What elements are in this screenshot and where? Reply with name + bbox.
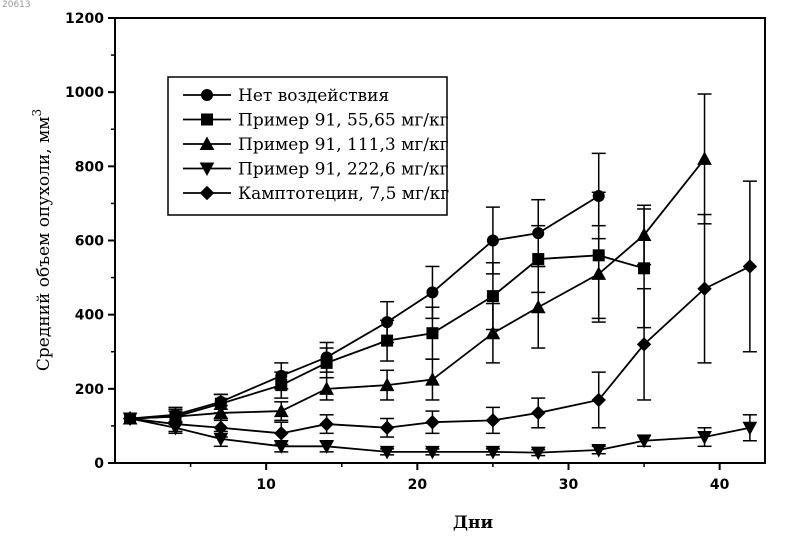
- data-point: [532, 301, 545, 313]
- legend-label: Пример 91, 222,6 мг/кг: [238, 160, 449, 180]
- data-point: [320, 418, 333, 431]
- x-tick-label: 20: [408, 477, 428, 493]
- data-point: [533, 254, 544, 265]
- data-point: [381, 421, 394, 434]
- legend-label: Пример 91, 55,65 мг/кг: [238, 111, 449, 131]
- y-tick-label: 600: [75, 234, 104, 250]
- y-axis-label: Средний объем опухоли, мм3: [30, 109, 54, 371]
- x-axis-label: Дни: [453, 513, 494, 533]
- data-point: [487, 235, 498, 246]
- data-point: [487, 291, 498, 302]
- y-tick-label: 800: [75, 159, 104, 175]
- x-tick-label: 10: [256, 477, 276, 493]
- data-point: [321, 357, 332, 368]
- data-point: [532, 406, 545, 419]
- legend-marker: [202, 114, 213, 125]
- data-point: [382, 335, 393, 346]
- y-tick-label: 0: [94, 456, 104, 472]
- x-tick-label: 30: [559, 477, 579, 493]
- data-point: [426, 416, 439, 429]
- data-point: [486, 414, 499, 427]
- legend-marker: [202, 90, 213, 101]
- data-point: [698, 152, 711, 164]
- x-tick-label: 40: [710, 477, 730, 493]
- data-point: [743, 260, 756, 273]
- legend-label: Камптотецин, 7,5 мг/кг: [238, 184, 449, 204]
- y-tick-label: 400: [75, 308, 104, 324]
- data-point: [426, 373, 439, 385]
- series-line: [130, 196, 599, 419]
- y-axis-label-text: Средний объем опухоли, мм: [34, 117, 54, 372]
- data-point: [486, 327, 499, 339]
- y-tick-label: 1000: [65, 85, 104, 101]
- y-tick-label: 200: [75, 382, 104, 398]
- legend: Нет воздействия Пример 91, 55,65 мг/кг При…: [168, 77, 449, 215]
- data-point: [427, 328, 438, 339]
- data-point: [214, 421, 227, 434]
- data-point: [275, 427, 288, 440]
- legend-label: Пример 91, 111,3 мг/кг: [238, 135, 449, 155]
- data-point: [427, 287, 438, 298]
- y-tick-label: 1200: [65, 11, 104, 27]
- y-axis-label-superscript: 3: [30, 109, 44, 117]
- legend-label: Нет воздействия: [238, 86, 389, 106]
- data-point: [276, 380, 287, 391]
